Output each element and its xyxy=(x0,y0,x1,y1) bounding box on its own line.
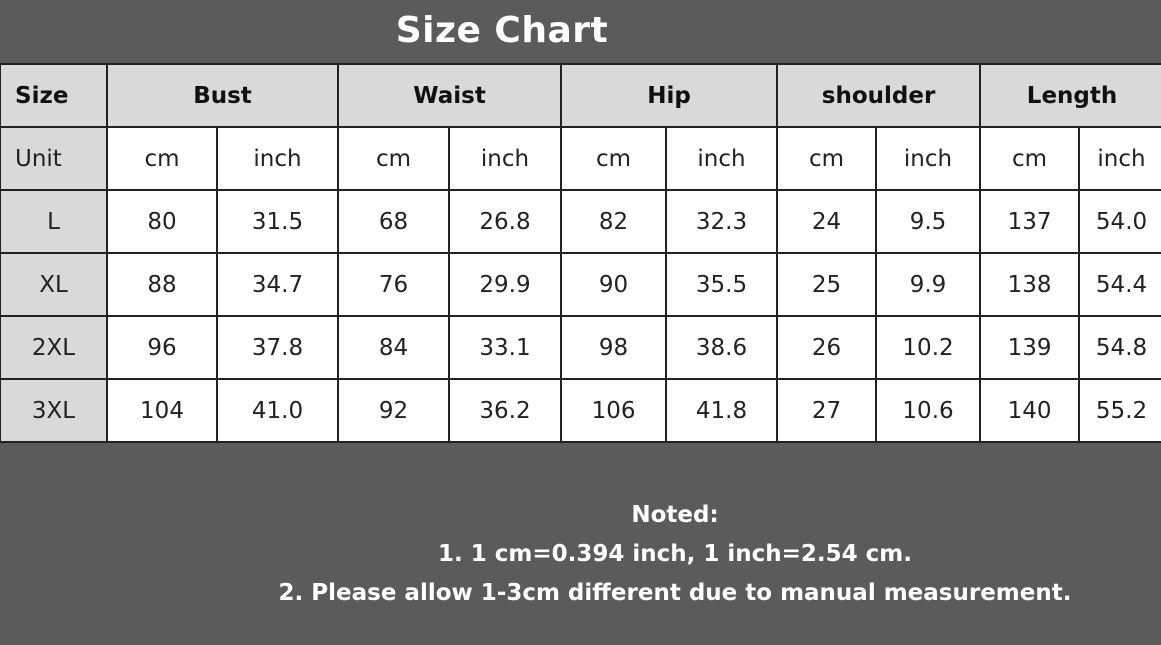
unit-cell: cm xyxy=(560,126,668,191)
value-cell: 27 xyxy=(776,378,878,443)
page-title: Size Chart xyxy=(395,10,609,51)
value-cell: 25 xyxy=(776,252,878,317)
column-header: shoulder xyxy=(776,63,982,128)
note-line: 2. Please allow 1-3cm different due to m… xyxy=(278,580,1072,606)
value-cell: 26 xyxy=(776,315,878,380)
size-cell: 2XL xyxy=(0,315,108,380)
unit-cell: inch xyxy=(1078,126,1161,191)
value-cell: 29.9 xyxy=(447,252,563,317)
value-cell: 90 xyxy=(560,252,668,317)
value-cell: 139 xyxy=(979,315,1081,380)
value-cell: 68 xyxy=(337,189,450,254)
value-cell: 88 xyxy=(106,252,218,317)
unit-cell: inch xyxy=(875,126,982,191)
header-row: Size Bust Waist Hip shoulder Length xyxy=(0,63,1161,128)
value-cell: 98 xyxy=(560,315,668,380)
value-cell: 140 xyxy=(979,378,1081,443)
value-cell: 82 xyxy=(560,189,668,254)
value-cell: 84 xyxy=(337,315,450,380)
value-cell: 106 xyxy=(560,378,668,443)
size-chart-table: Size Bust Waist Hip shoulder Length Unit cm inch… xyxy=(0,63,1161,443)
table-row: 2XL 96 37.8 84 33.1 98 38.6 26 10.2 139 54.8 xyxy=(0,315,1161,380)
value-cell: 54.4 xyxy=(1078,252,1161,317)
column-header: Waist xyxy=(336,63,563,128)
value-cell: 54.0 xyxy=(1078,189,1161,254)
unit-cell: inch xyxy=(447,126,563,191)
value-cell: 35.5 xyxy=(665,252,779,317)
unit-cell: cm xyxy=(337,126,450,191)
value-cell: 41.8 xyxy=(665,378,779,443)
unit-cell: cm xyxy=(776,126,878,191)
size-cell: L xyxy=(0,189,108,254)
value-cell: 24 xyxy=(776,189,878,254)
value-cell: 33.1 xyxy=(447,315,563,380)
value-cell: 54.8 xyxy=(1078,315,1161,380)
value-cell: 92 xyxy=(337,378,450,443)
value-cell: 55.2 xyxy=(1078,378,1161,443)
value-cell: 37.8 xyxy=(216,315,339,380)
table-row: 3XL 104 41.0 92 36.2 106 41.8 27 10.6 140 55.2 xyxy=(0,378,1161,443)
value-cell: 34.7 xyxy=(216,252,339,317)
value-cell: 80 xyxy=(106,189,218,254)
unit-label: Unit xyxy=(0,126,108,191)
unit-cell: cm xyxy=(979,126,1081,191)
notes-heading: Noted: xyxy=(631,502,719,528)
value-cell: 137 xyxy=(979,189,1081,254)
value-cell: 9.5 xyxy=(875,189,982,254)
unit-row: Unit cm inch cm inch cm inch cm inch cm inch xyxy=(0,126,1161,191)
value-cell: 36.2 xyxy=(447,378,563,443)
value-cell: 10.6 xyxy=(875,378,982,443)
value-cell: 10.2 xyxy=(875,315,982,380)
size-cell: 3XL xyxy=(0,378,108,443)
value-cell: 38.6 xyxy=(665,315,779,380)
column-header: Size xyxy=(0,63,108,128)
value-cell: 76 xyxy=(337,252,450,317)
value-cell: 41.0 xyxy=(216,378,339,443)
notes: Noted: 1. 1 cm=0.394 inch, 1 inch=2.54 c… xyxy=(0,496,1161,613)
column-header: Length xyxy=(979,63,1161,128)
table-row: L 80 31.5 68 26.8 82 32.3 24 9.5 137 54.0 xyxy=(0,189,1161,254)
note-line: 1. 1 cm=0.394 inch, 1 inch=2.54 cm. xyxy=(437,541,913,567)
value-cell: 138 xyxy=(979,252,1081,317)
unit-cell: cm xyxy=(106,126,218,191)
table-row: XL 88 34.7 76 29.9 90 35.5 25 9.9 138 54.4 xyxy=(0,252,1161,317)
unit-cell: inch xyxy=(216,126,339,191)
value-cell: 9.9 xyxy=(875,252,982,317)
value-cell: 104 xyxy=(106,378,218,443)
unit-cell: inch xyxy=(665,126,779,191)
value-cell: 31.5 xyxy=(216,189,339,254)
value-cell: 32.3 xyxy=(665,189,779,254)
value-cell: 26.8 xyxy=(447,189,563,254)
column-header: Hip xyxy=(560,63,779,128)
size-cell: XL xyxy=(0,252,108,317)
value-cell: 96 xyxy=(106,315,218,380)
column-header: Bust xyxy=(106,63,339,128)
